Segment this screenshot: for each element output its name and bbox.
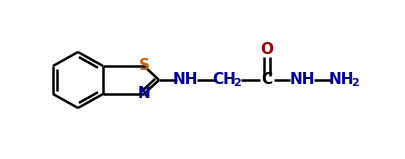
Text: 2: 2 [351, 78, 359, 88]
Text: NH: NH [172, 73, 198, 87]
Text: 2: 2 [233, 78, 241, 88]
Text: N: N [138, 86, 150, 101]
Text: CH: CH [212, 73, 236, 87]
Text: O: O [260, 42, 273, 58]
Text: NH: NH [328, 73, 354, 87]
Text: NH: NH [289, 73, 315, 87]
Text: S: S [139, 59, 149, 73]
Text: C: C [262, 73, 273, 87]
